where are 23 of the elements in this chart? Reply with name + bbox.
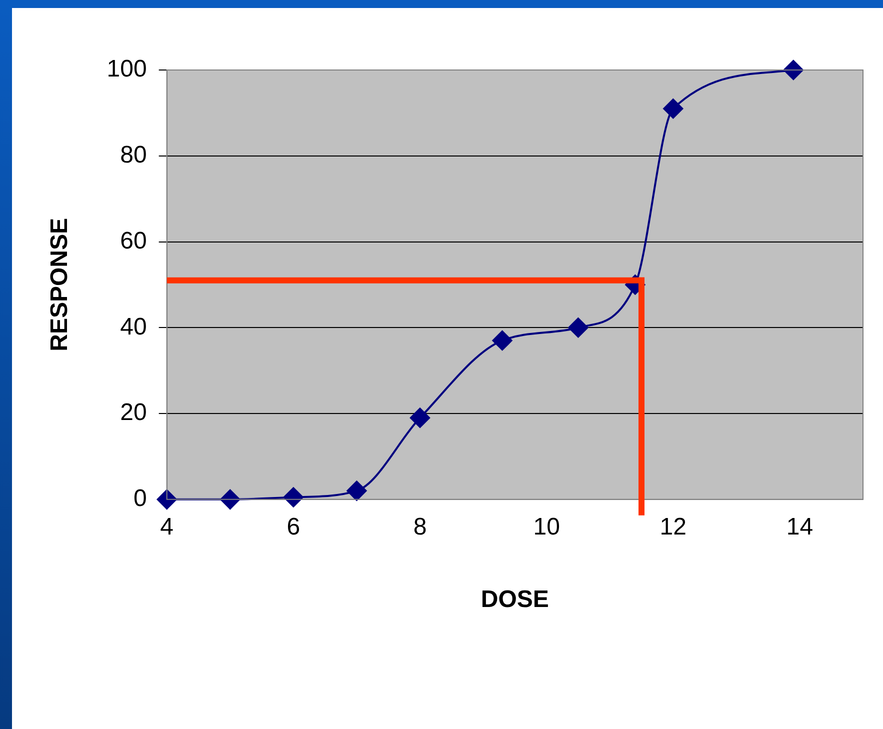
y-axis-title: RESPONSE	[46, 218, 74, 352]
point	[492, 330, 512, 351]
point	[663, 98, 684, 119]
point	[783, 60, 804, 80]
y-tick-label: 60	[120, 227, 147, 254]
x-tick-label: 14	[786, 513, 814, 540]
y-tick-label: 20	[120, 399, 147, 426]
point	[568, 318, 588, 338]
x-tick-label: 8	[413, 513, 427, 540]
y-tick-label: 100	[106, 56, 147, 83]
y-tick-label: 40	[120, 313, 147, 340]
point	[220, 489, 240, 510]
x-tick-label: 10	[533, 513, 560, 540]
x-axis-title: DOSE	[480, 586, 549, 614]
y-tick-label: 80	[120, 142, 147, 169]
point	[283, 487, 304, 508]
x-tick-label: 6	[286, 513, 300, 540]
point	[346, 480, 367, 501]
x-tick-label: 12	[660, 513, 686, 540]
point	[156, 489, 177, 510]
y-tick-label: 0	[133, 485, 147, 512]
x-tick-label: 4	[160, 513, 174, 540]
point	[410, 408, 430, 428]
